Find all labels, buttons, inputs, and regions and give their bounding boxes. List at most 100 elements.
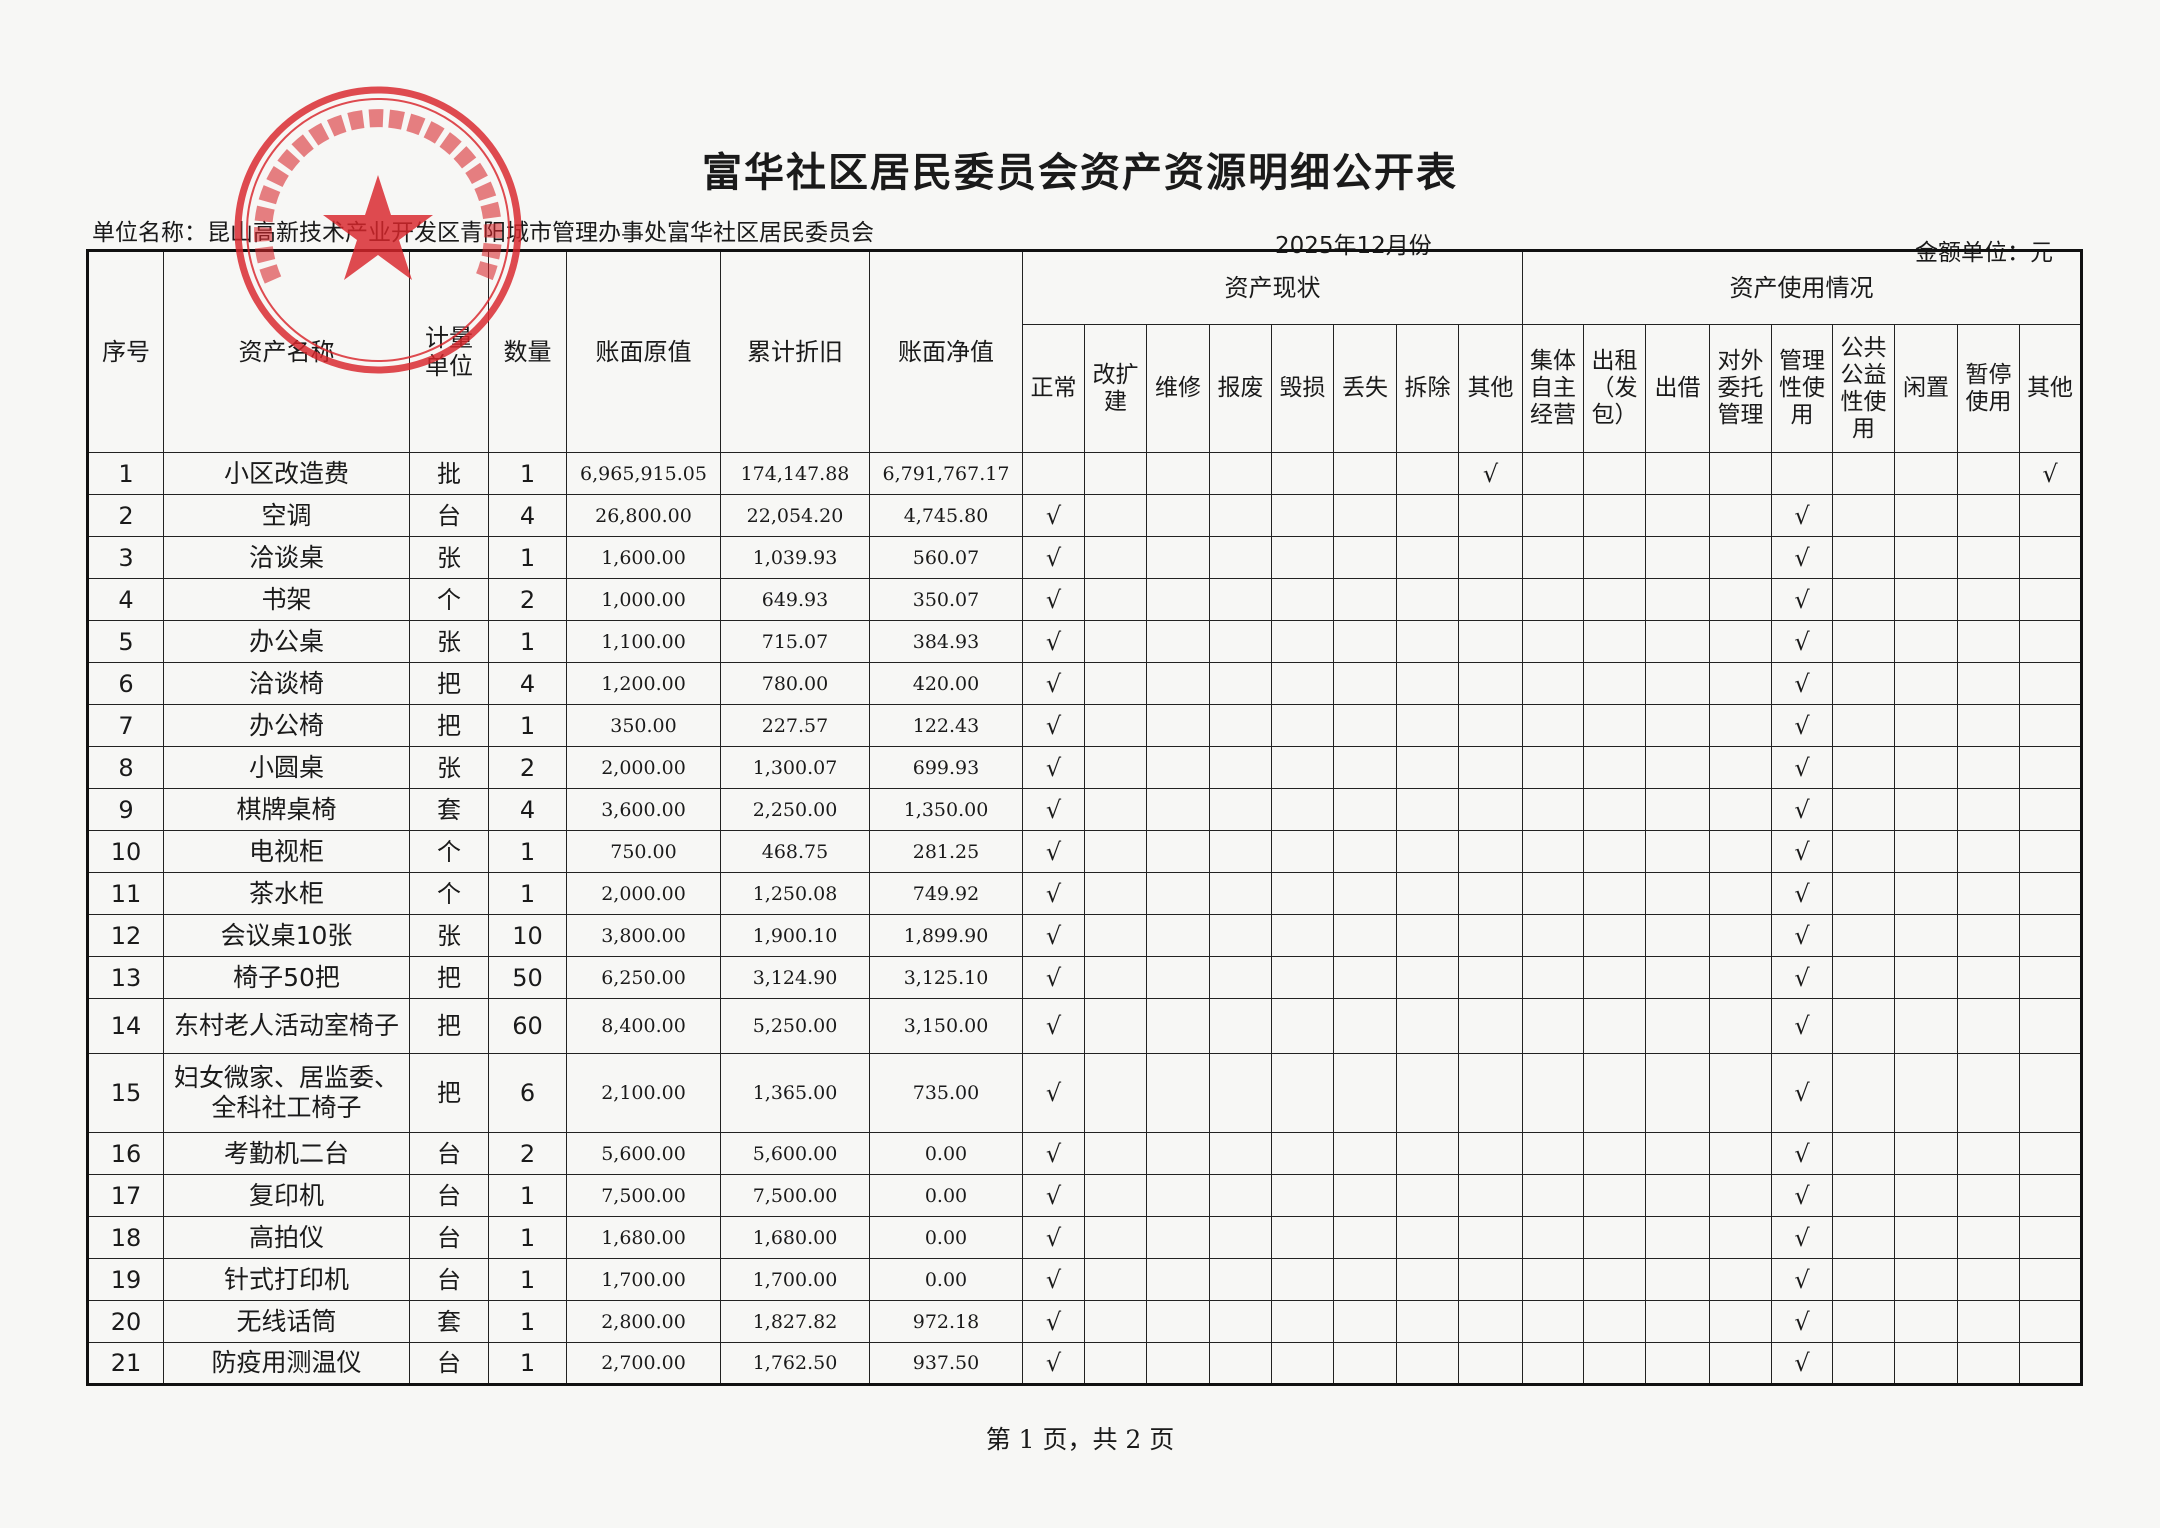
table-row: 12 会议桌10张张 10 3,800.00 1,900.10 1,899.90 √ √ (87, 914, 2083, 957)
usage-cell (1645, 1258, 1710, 1301)
status-cell (1396, 746, 1459, 789)
status-cell (1396, 1053, 1459, 1133)
cell-net: 699.93 (869, 746, 1023, 789)
status-cell (1396, 452, 1459, 495)
usage-cell (1583, 746, 1646, 789)
usage-cell (1709, 872, 1772, 915)
cell-seq: 7 (87, 704, 164, 747)
cell-depreciation: 780.00 (720, 662, 870, 705)
check-mark-icon: √ (1022, 1132, 1085, 1175)
cell-original: 1,000.00 (566, 578, 721, 621)
header-usage-0: 集体自主经营 (1522, 324, 1584, 453)
status-cell (1396, 1300, 1459, 1343)
usage-cell (1832, 788, 1895, 831)
cell-qty: 2 (488, 578, 567, 621)
page-footer: 第 1 页，共 2 页 (985, 1425, 1175, 1454)
status-cell (1084, 1258, 1147, 1301)
header-status-5: 丢失 (1333, 324, 1397, 453)
cell-qty: 6 (488, 1053, 567, 1133)
usage-cell (1645, 914, 1710, 957)
status-cell (1209, 578, 1272, 621)
usage-cell (2018, 620, 2083, 663)
cell-seq: 21 (87, 1342, 164, 1385)
usage-cell (2018, 788, 2083, 831)
usage-cell (1832, 872, 1895, 915)
status-cell (1458, 1342, 1523, 1385)
usage-cell (1832, 1300, 1895, 1343)
status-cell (1396, 788, 1459, 831)
usage-cell (1522, 830, 1584, 873)
check-mark-icon: √ (1022, 494, 1085, 537)
status-cell (1146, 452, 1210, 495)
cell-original: 2,000.00 (566, 746, 721, 789)
table-row: 14 东村老人活动室椅子把 60 8,400.00 5,250.00 3,150.00 √ √ (87, 998, 2083, 1054)
cell-name: 高拍仪 (163, 1216, 410, 1259)
cell-name: 小圆桌 (163, 746, 410, 789)
status-cell (1333, 494, 1397, 537)
check-mark-icon: √ (1771, 1216, 1833, 1259)
usage-cell (2018, 1174, 2083, 1217)
check-mark-icon: √ (1771, 914, 1833, 957)
usage-cell (1957, 1216, 2020, 1259)
table-row: 15 妇女微家、居监委、全科社工椅子把 6 2,100.00 1,365.00 735.0… (87, 1053, 2083, 1133)
status-cell (1271, 452, 1334, 495)
cell-net: 384.93 (869, 620, 1023, 663)
header-status-0: 正常 (1022, 324, 1085, 453)
cell-name: 棋牌桌椅 (163, 788, 410, 831)
cell-name: 办公椅 (163, 704, 410, 747)
cell-net: 0.00 (869, 1174, 1023, 1217)
usage-cell (2018, 914, 2083, 957)
usage-cell (2018, 1300, 2083, 1343)
asset-table: 序号 资产名称 计量单位 数量 账面原值 累计折旧 账面净值 资产现状 资产使用… (86, 249, 2084, 1386)
usage-cell (1645, 452, 1710, 495)
usage-cell (1522, 872, 1584, 915)
cell-qty: 1 (488, 872, 567, 915)
status-cell (1458, 662, 1523, 705)
cell-net: 350.07 (869, 578, 1023, 621)
status-cell (1271, 788, 1334, 831)
usage-cell (1957, 788, 2020, 831)
cell-name: 考勤机二台 (163, 1132, 410, 1175)
table-row: 10 电视柜个 1 750.00 468.75 281.25 √ √ (87, 830, 2083, 873)
usage-cell (1832, 1132, 1895, 1175)
cell-qty: 50 (488, 956, 567, 999)
cell-name: 空调 (163, 494, 410, 537)
usage-cell (1957, 704, 2020, 747)
cell-unit: 套 (409, 788, 489, 831)
status-cell (1209, 1216, 1272, 1259)
table-row: 2 空调台 4 26,800.00 22,054.20 4,745.80 √ √ (87, 494, 2083, 537)
header-usage-6: 闲置 (1894, 324, 1958, 453)
usage-cell (1645, 1132, 1710, 1175)
status-cell (1209, 1300, 1272, 1343)
cell-seq: 11 (87, 872, 164, 915)
cell-name: 防疫用测温仪 (163, 1342, 410, 1385)
usage-cell (1894, 494, 1958, 537)
usage-cell (1894, 1216, 1958, 1259)
check-mark-icon: √ (1771, 1053, 1833, 1133)
table-row: 1 小区改造费批 1 6,965,915.05 174,147.88 6,791,767.… (87, 452, 2083, 495)
status-cell (1458, 1053, 1523, 1133)
usage-cell (1522, 578, 1584, 621)
cell-seq: 14 (87, 998, 164, 1054)
status-cell (1458, 788, 1523, 831)
unit-name: 单位名称：昆山高新技术产业开发区青阳城市管理办事处富华社区居民委员会 (92, 220, 874, 246)
status-cell (1271, 494, 1334, 537)
status-cell (1209, 704, 1272, 747)
header-status-2: 维修 (1146, 324, 1210, 453)
status-cell (1146, 704, 1210, 747)
usage-cell (1522, 1258, 1584, 1301)
status-cell (1458, 1216, 1523, 1259)
usage-cell (1522, 452, 1584, 495)
status-cell (1146, 872, 1210, 915)
cell-net: 122.43 (869, 704, 1023, 747)
status-cell (1396, 1258, 1459, 1301)
cell-net: 1,899.90 (869, 914, 1023, 957)
check-mark-icon: √ (1771, 956, 1833, 999)
status-cell (1084, 1053, 1147, 1133)
usage-cell (2018, 662, 2083, 705)
cell-unit: 把 (409, 662, 489, 705)
status-cell (1084, 662, 1147, 705)
status-cell (1333, 1342, 1397, 1385)
header-unit: 计量单位 (409, 250, 489, 453)
status-cell (1084, 1132, 1147, 1175)
